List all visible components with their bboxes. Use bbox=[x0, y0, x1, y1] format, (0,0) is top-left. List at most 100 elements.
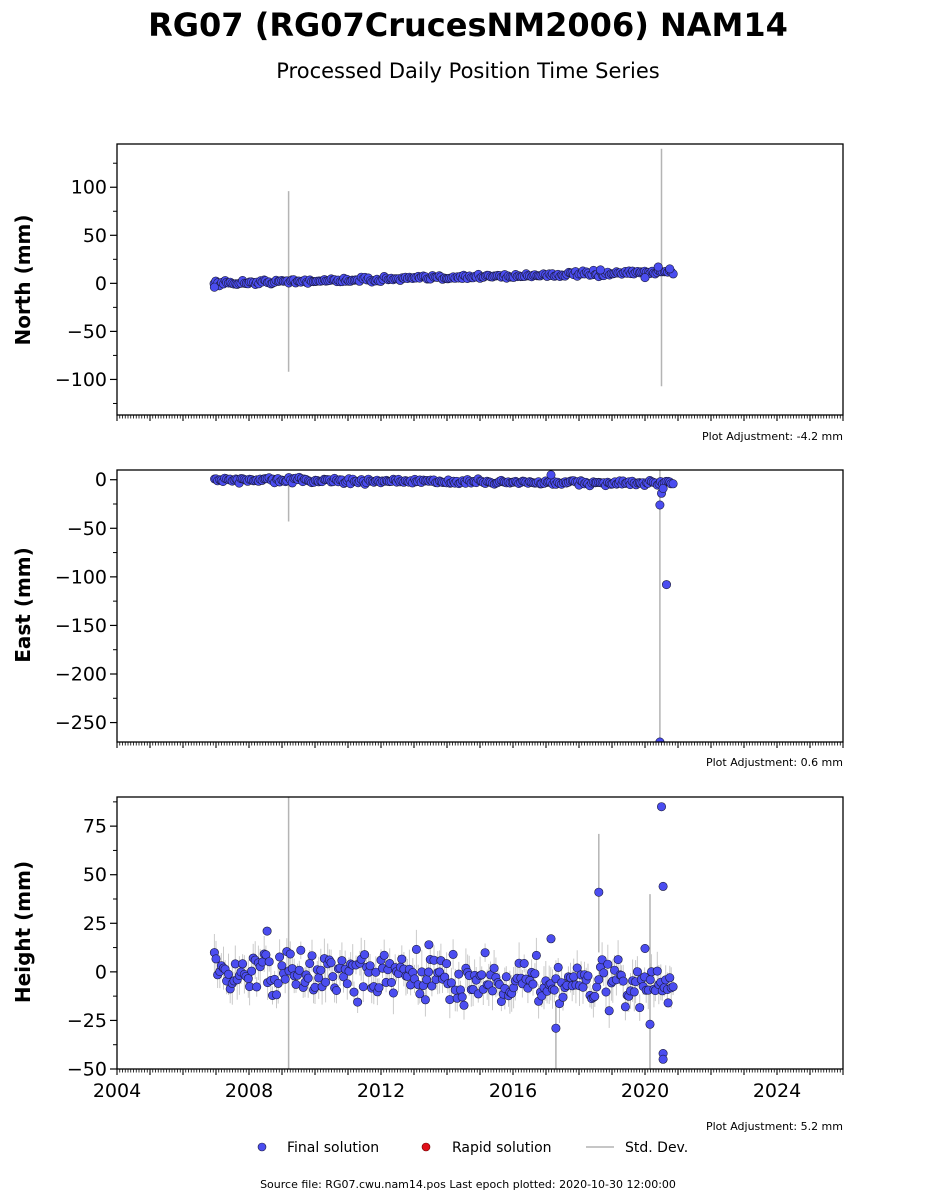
height-final-point bbox=[620, 1002, 630, 1012]
height-outlier-point bbox=[663, 998, 673, 1008]
height-final-point bbox=[445, 995, 455, 1005]
height-final-point bbox=[489, 963, 499, 973]
east-outlier-point bbox=[546, 470, 556, 480]
height-final-point bbox=[519, 958, 529, 968]
height-final-point bbox=[590, 991, 600, 1001]
east-final-point bbox=[668, 479, 678, 489]
height-final-point bbox=[365, 961, 375, 971]
height-final-point bbox=[632, 967, 642, 977]
height-final-point bbox=[592, 982, 602, 992]
east-outlier-point bbox=[655, 500, 665, 510]
height-outlier-point bbox=[594, 887, 604, 897]
height-final-point bbox=[424, 967, 434, 977]
east-ytick-label: −50 bbox=[67, 518, 107, 540]
height-outlier-point bbox=[656, 802, 666, 812]
height-final-point bbox=[305, 958, 315, 968]
height-final-point bbox=[618, 976, 628, 986]
legend: Final solution Rapid solution Std. Dev. bbox=[257, 1140, 688, 1156]
height-final-point bbox=[420, 995, 430, 1005]
height-final-point bbox=[442, 959, 452, 969]
height-final-point bbox=[349, 987, 359, 997]
height-final-point bbox=[599, 968, 609, 978]
height-final-point bbox=[371, 967, 381, 977]
height-final-point bbox=[277, 961, 287, 971]
height-final-point bbox=[603, 959, 613, 969]
east-ytick-label: −200 bbox=[55, 664, 107, 686]
height-outlier-point bbox=[546, 934, 556, 944]
height-axes-frame bbox=[116, 796, 844, 1070]
height-final-point bbox=[379, 950, 389, 960]
height-final-point bbox=[307, 951, 317, 961]
legend-final-label: Final solution bbox=[287, 1140, 379, 1156]
height-final-point bbox=[280, 974, 290, 984]
height-final-point bbox=[629, 987, 639, 997]
height-final-point bbox=[496, 996, 506, 1006]
height-final-point bbox=[331, 985, 341, 995]
chart-subtitle: Processed Daily Position Time Series bbox=[276, 59, 660, 83]
height-final-point bbox=[528, 979, 538, 989]
height-xtick-label: 2008 bbox=[225, 1080, 273, 1102]
height-xtick-label: 2020 bbox=[621, 1080, 669, 1102]
height-outlier-point bbox=[262, 926, 272, 936]
east-plot-area bbox=[210, 470, 678, 742]
east-plot-adjustment: Plot Adjustment: 0.6 mm bbox=[706, 756, 843, 769]
height-final-point bbox=[583, 971, 593, 981]
height-final-point bbox=[296, 945, 306, 955]
east-outlier-point bbox=[658, 483, 668, 493]
height-final-point bbox=[294, 965, 304, 975]
height-final-point bbox=[386, 977, 396, 987]
height-final-point bbox=[358, 982, 368, 992]
height-final-point bbox=[459, 1000, 469, 1010]
north-ytick-label: 50 bbox=[83, 225, 107, 247]
height-final-point bbox=[415, 989, 425, 999]
east-axes-frame bbox=[116, 469, 844, 743]
height-final-point bbox=[477, 970, 487, 980]
height-final-point bbox=[454, 969, 464, 979]
height-final-point bbox=[480, 948, 490, 958]
height-ytick-label: 0 bbox=[95, 961, 107, 983]
height-final-point bbox=[652, 966, 662, 976]
height-final-point bbox=[252, 982, 262, 992]
legend-final-marker bbox=[257, 1142, 267, 1152]
height-outlier-point bbox=[640, 943, 650, 953]
legend-std-label: Std. Dev. bbox=[625, 1140, 688, 1156]
height-final-point bbox=[316, 965, 326, 975]
height-xtick-label: 2012 bbox=[357, 1080, 405, 1102]
height-final-point bbox=[397, 954, 407, 964]
height-final-point bbox=[326, 958, 336, 968]
height-final-point bbox=[665, 973, 675, 983]
height-outlier-point bbox=[424, 940, 434, 950]
north-panel: −100 −50 0 50 100 North (mm) Plot Adjustment: … bbox=[11, 143, 844, 443]
height-final-point bbox=[569, 972, 579, 982]
height-final-point bbox=[303, 973, 313, 983]
east-panel: −250 −200 −150 −100 −50 0 East (mm) Plot Adjust… bbox=[11, 469, 844, 769]
height-final-point bbox=[501, 972, 511, 982]
height-final-point bbox=[530, 969, 540, 979]
height-final-point bbox=[243, 974, 253, 984]
east-ytick-label: −150 bbox=[55, 615, 107, 637]
height-final-point bbox=[549, 985, 559, 995]
height-final-point bbox=[427, 981, 437, 991]
height-final-point bbox=[531, 950, 541, 960]
north-ytick-label: 100 bbox=[71, 177, 107, 199]
height-final-point bbox=[328, 972, 338, 982]
height-ytick-label: 50 bbox=[83, 864, 107, 886]
height-outlier-point bbox=[551, 1023, 561, 1033]
height-final-point bbox=[321, 977, 331, 987]
height-final-point bbox=[211, 954, 221, 964]
height-final-point bbox=[337, 956, 347, 966]
height-outlier-point bbox=[658, 1054, 668, 1064]
height-outlier-point bbox=[658, 881, 668, 891]
north-outlier-point bbox=[653, 262, 663, 272]
east-ytick-label: 0 bbox=[95, 469, 107, 491]
height-final-point bbox=[594, 975, 604, 985]
east-ytick-label: −250 bbox=[55, 712, 107, 734]
height-final-point bbox=[353, 997, 363, 1007]
height-final-point bbox=[645, 975, 655, 985]
legend-rapid-marker bbox=[421, 1142, 431, 1152]
height-final-point bbox=[448, 949, 458, 959]
height-final-point bbox=[285, 949, 295, 959]
height-ytick-label: 25 bbox=[83, 913, 107, 935]
height-final-point bbox=[275, 952, 285, 962]
north-ytick-label: −50 bbox=[67, 321, 107, 343]
